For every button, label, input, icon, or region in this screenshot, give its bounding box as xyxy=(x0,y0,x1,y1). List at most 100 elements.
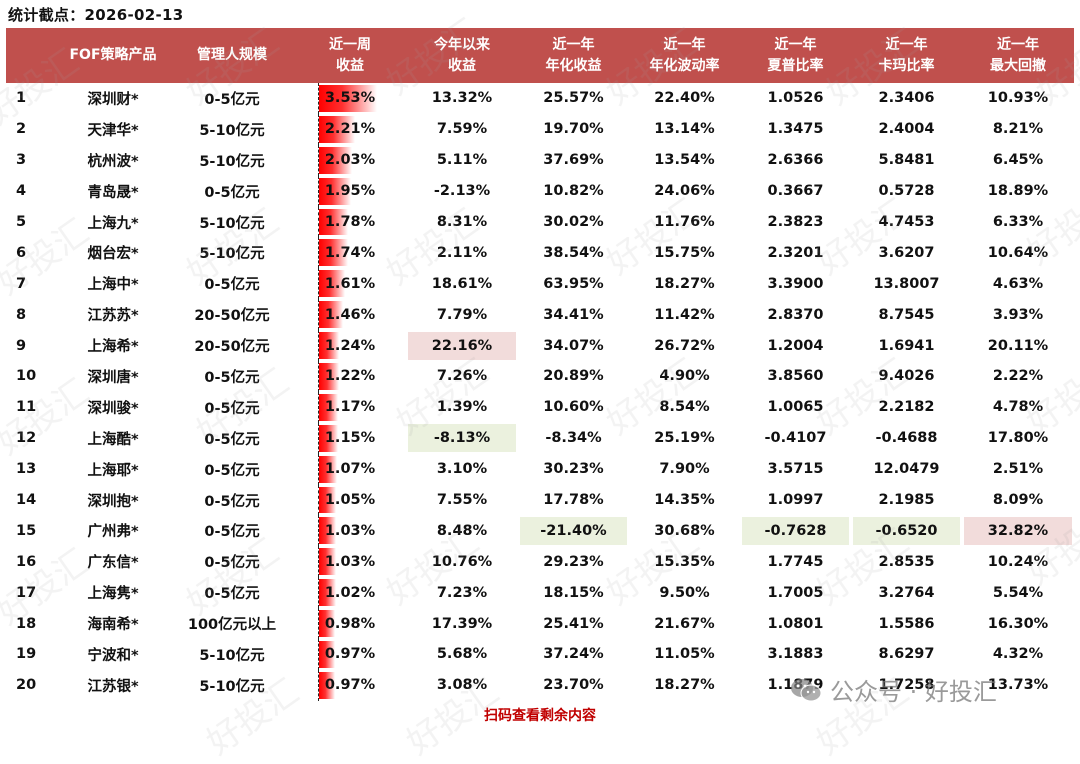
product-name-cell: 上海耶* xyxy=(87,462,139,479)
week-return-value: 1.78% xyxy=(324,214,376,230)
table-row: 5 上海九* 5-10亿元 1.78% 8.31% 30.02% 11.76% 2.3823 4… xyxy=(6,206,1074,238)
header-sharpe-line2: 夏普比率 xyxy=(767,57,824,74)
sharpe-ratio-cell: 1.0997 xyxy=(767,492,824,509)
bar-axis-line xyxy=(318,206,319,238)
table-row: 14 深圳抱* 0-5亿元 1.05% 7.55% 17.78% 14.35% 1.0997 2… xyxy=(6,484,1074,516)
header-mdd-line2: 最大回撤 xyxy=(990,57,1046,74)
max-drawdown-cell: 20.11% xyxy=(987,337,1049,354)
annual-return-cell: 30.02% xyxy=(543,214,604,230)
week-return-value: 2.21% xyxy=(324,121,376,138)
ytd-return-cell: 8.31% xyxy=(436,214,488,230)
product-name-cell: 宁波和* xyxy=(87,647,139,664)
calmar-ratio-cell: 1.5586 xyxy=(878,615,935,632)
product-name-cell: 青岛晟* xyxy=(87,184,139,201)
calmar-ratio-cell: -0.4688 xyxy=(875,430,938,447)
bar-axis-line xyxy=(318,113,319,145)
week-return-cell: 3.53% xyxy=(294,83,406,114)
week-return-value: 1.03% xyxy=(324,553,376,570)
highlighted-value: -0.6520 xyxy=(853,516,960,545)
week-return-value: 0.97% xyxy=(324,646,376,663)
calmar-ratio-cell: 1.7258 xyxy=(878,677,935,694)
calmar-ratio-cell: 2.1985 xyxy=(878,492,935,509)
annual-return-cell: 10.82% xyxy=(543,183,604,200)
week-return-cell: 0.98% xyxy=(294,608,406,640)
week-return-databar xyxy=(319,579,336,607)
max-drawdown-cell: 2.51% xyxy=(992,461,1044,478)
table-row: 6 烟台宏* 5-10亿元 1.74% 2.11% 38.54% 15.75% 2.3201 3… xyxy=(6,237,1074,269)
header-annual-return: 近一年 年化收益 xyxy=(518,28,629,83)
sharpe-ratio-cell: 1.2004 xyxy=(767,337,824,354)
manager-scale-cell: 0-5亿元 xyxy=(204,369,260,386)
header-ann-ret-line2: 年化收益 xyxy=(545,57,602,74)
week-return-cell: 1.15% xyxy=(294,422,406,454)
manager-scale-cell: 5-10亿元 xyxy=(199,647,265,664)
rank-cell: 1 xyxy=(16,90,27,107)
week-return-cell: 1.02% xyxy=(294,577,406,609)
max-drawdown-cell: 13.73% xyxy=(987,677,1049,694)
product-name-cell: 上海希* xyxy=(87,339,139,356)
week-return-databar xyxy=(319,146,353,174)
header-mdd-line1: 近一年 xyxy=(997,36,1039,53)
header-week-line2: 收益 xyxy=(336,57,364,74)
sharpe-ratio-cell: 3.3900 xyxy=(767,275,824,292)
annual-return-cell: 18.15% xyxy=(543,584,604,601)
manager-scale-cell: 5-10亿元 xyxy=(199,678,265,695)
calmar-ratio-cell: 2.3406 xyxy=(878,90,935,107)
volatility-cell: 24.06% xyxy=(654,183,715,200)
ytd-return-cell: -8.13% xyxy=(406,423,518,454)
product-name-cell: 深圳抱* xyxy=(87,493,139,510)
rank-cell: 6 xyxy=(16,244,27,261)
product-name-cell: 上海九* xyxy=(87,215,139,232)
header-week-line1: 近一周 xyxy=(329,36,371,53)
volatility-cell: 11.05% xyxy=(654,646,715,663)
annual-return-cell: 20.89% xyxy=(543,368,604,385)
table-row: 2 天津华* 5-10亿元 2.21% 7.59% 19.70% 13.14% 1.3475 2… xyxy=(6,113,1074,145)
manager-scale-cell: 5-10亿元 xyxy=(199,246,265,263)
highlighted-value: -21.40% xyxy=(520,516,627,545)
rank-cell: 3 xyxy=(16,152,27,169)
week-return-cell: 1.07% xyxy=(294,453,406,485)
week-return-value: 1.15% xyxy=(324,430,376,447)
manager-scale-cell: 0-5亿元 xyxy=(204,493,260,510)
table-row: 19 宁波和* 5-10亿元 0.97% 5.68% 37.24% 11.05% 3.1883… xyxy=(6,639,1074,670)
bar-axis-line xyxy=(318,268,319,300)
product-name-cell: 江苏苏* xyxy=(87,308,139,325)
manager-scale-cell: 5-10亿元 xyxy=(199,215,265,232)
week-return-cell: 0.97% xyxy=(294,669,406,701)
bar-axis-line xyxy=(318,577,319,609)
calmar-ratio-cell: 2.2182 xyxy=(878,399,935,416)
week-return-cell: 1.95% xyxy=(294,175,406,207)
calmar-ratio-cell: 2.4004 xyxy=(878,121,935,138)
week-return-value: 1.46% xyxy=(324,306,376,323)
rank-cell: 18 xyxy=(16,615,37,632)
ytd-return-cell: 13.32% xyxy=(431,90,493,107)
volatility-cell: 21.67% xyxy=(654,615,715,632)
table-row: 9 上海希* 20-50亿元 1.24% 22.16% 34.07% 26.72% 1.200… xyxy=(6,330,1074,362)
rank-cell: 2 xyxy=(16,121,27,138)
week-return-cell: 1.78% xyxy=(294,206,406,238)
sharpe-ratio-cell: 1.7745 xyxy=(767,553,824,570)
sharpe-ratio-cell: 3.8560 xyxy=(767,368,824,385)
week-return-databar xyxy=(319,393,339,421)
volatility-cell: 7.90% xyxy=(659,461,710,478)
scan-prompt-link[interactable]: 扫码查看剩余内容 xyxy=(484,708,596,724)
max-drawdown-cell: 4.78% xyxy=(992,399,1044,416)
annual-return-cell: 37.69% xyxy=(543,152,604,169)
max-drawdown-cell: 10.24% xyxy=(987,553,1049,570)
fof-ranking-table: FOF策略产品 管理人规模 近一周 收益 今年以来 收益 近一年 年化收益 近一… xyxy=(6,28,1074,701)
ytd-return-cell: 7.26% xyxy=(436,368,488,385)
product-name-cell: 上海隽* xyxy=(87,586,139,603)
ytd-return-cell: 22.16% xyxy=(406,330,518,361)
annual-return-cell: 10.60% xyxy=(543,399,604,416)
calmar-ratio-cell: 0.5728 xyxy=(878,183,935,200)
rank-cell: 12 xyxy=(16,430,37,447)
header-ytd-return: 今年以来 收益 xyxy=(406,28,518,83)
table-row: 15 广州弗* 0-5亿元 1.03% 8.48% -21.40% 30.68% -0.762… xyxy=(6,515,1074,547)
ytd-return-cell: 17.39% xyxy=(431,615,493,632)
week-return-databar xyxy=(319,115,356,143)
sharpe-ratio-cell: -0.4107 xyxy=(764,430,827,447)
header-scale: 管理人规模 xyxy=(197,47,267,63)
ytd-return-cell: 3.08% xyxy=(436,677,488,694)
manager-scale-cell: 0-5亿元 xyxy=(204,462,260,479)
calmar-ratio-cell: 1.6941 xyxy=(878,337,935,354)
